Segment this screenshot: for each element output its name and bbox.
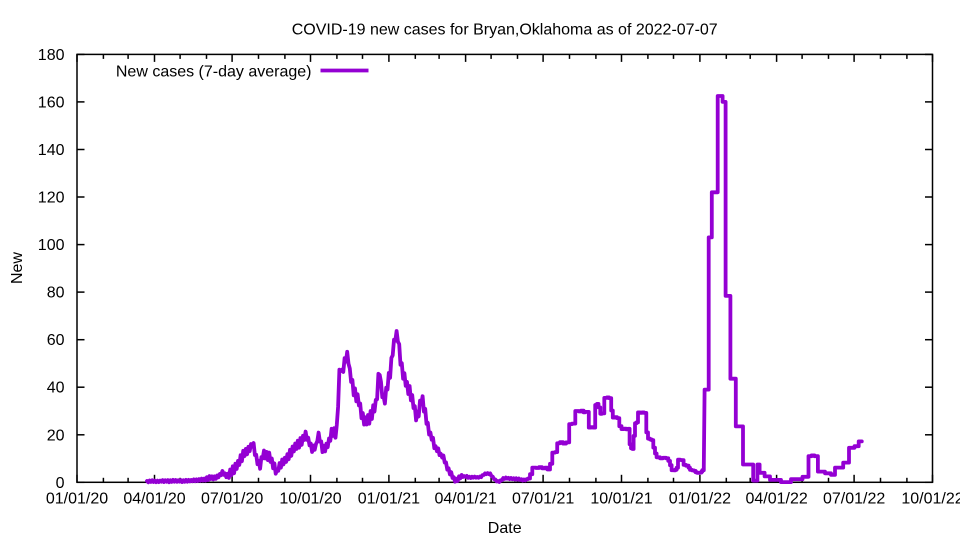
svg-text:80: 80 [47,285,65,302]
svg-text:10/01/20: 10/01/20 [279,491,341,508]
svg-text:120: 120 [38,190,65,207]
svg-text:COVID-19 new cases for Bryan,O: COVID-19 new cases for Bryan,Oklahoma as… [292,22,718,39]
svg-text:180: 180 [38,47,65,64]
svg-text:07/01/22: 07/01/22 [823,491,885,508]
svg-text:10/01/21: 10/01/21 [590,491,652,508]
svg-text:04/01/20: 04/01/20 [123,491,185,508]
svg-text:01/01/21: 01/01/21 [358,491,420,508]
svg-text:New: New [9,252,26,284]
svg-text:160: 160 [38,94,65,111]
svg-text:60: 60 [47,332,65,349]
svg-text:01/01/22: 01/01/22 [669,491,731,508]
svg-text:New cases (7-day average): New cases (7-day average) [116,64,312,81]
svg-text:10/01/22: 10/01/22 [901,491,960,508]
svg-text:Date: Date [488,520,522,537]
svg-text:01/01/20: 01/01/20 [46,491,108,508]
svg-text:07/01/20: 07/01/20 [201,491,263,508]
svg-text:20: 20 [47,427,65,444]
svg-text:100: 100 [38,237,65,254]
svg-text:07/01/21: 07/01/21 [512,491,574,508]
svg-text:04/01/21: 04/01/21 [434,491,496,508]
svg-text:04/01/22: 04/01/22 [745,491,807,508]
svg-text:0: 0 [56,475,65,492]
svg-text:140: 140 [38,142,65,159]
svg-text:40: 40 [47,380,65,397]
